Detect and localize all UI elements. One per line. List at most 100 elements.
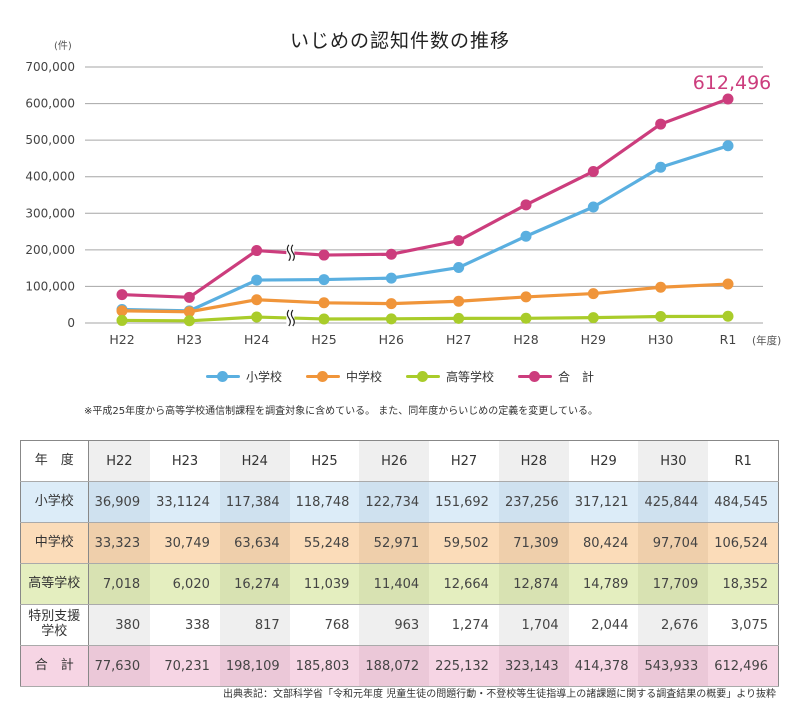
table-row: 中学校 33,323 30,749 63,634 55,248 52,971 59,502 7… xyxy=(20,522,779,564)
data-point xyxy=(385,298,397,310)
table-cell: 151,692 xyxy=(429,481,499,523)
axis-break-markers xyxy=(286,243,295,328)
data-point xyxy=(385,313,397,325)
data-point xyxy=(251,311,263,323)
table-column-header: H25 xyxy=(289,440,360,482)
series-line xyxy=(121,144,729,313)
table-row: 特別支援 学校 380 338 817 768 963 1,274 1,704 2,044 2,67… xyxy=(20,604,779,646)
table-column-header: H22 xyxy=(88,440,151,482)
table-cell: 1,274 xyxy=(429,604,499,646)
gridlines xyxy=(85,66,763,324)
data-point xyxy=(722,93,734,105)
x-axis-ticks: H22 H23 H24 H25 H26 H27 H28 H29 H30 R1 (年度) xyxy=(109,332,781,347)
data-point xyxy=(116,314,128,326)
table-column-header: H23 xyxy=(150,440,220,482)
legend-line-marker-icon xyxy=(518,371,553,382)
table-cell: 2,676 xyxy=(638,604,709,646)
axis-break-tilde-icon xyxy=(290,244,295,262)
table-cell: 55,248 xyxy=(289,522,360,564)
y-tick-label: 200,000 xyxy=(25,243,75,257)
x-tick-label: H24 xyxy=(244,332,269,347)
data-point xyxy=(587,201,599,213)
data-point xyxy=(318,313,330,325)
data-point xyxy=(655,161,667,173)
table-cell: 52,971 xyxy=(359,522,430,564)
table-cell: 323,143 xyxy=(498,645,569,687)
table-cell: 1,704 xyxy=(498,604,569,646)
legend-label: 中学校 xyxy=(345,370,382,384)
table-cell: 198,109 xyxy=(219,645,290,687)
legend-item: 小学校 xyxy=(205,368,282,385)
table-cell: 11,404 xyxy=(359,563,430,605)
legend-label: 小学校 xyxy=(245,370,282,384)
table-cell: 63,634 xyxy=(219,522,290,564)
table-cell: 484,545 xyxy=(708,481,779,523)
table-row: 小学校 36,909 33,1124 117,384 118,748 122,734 151… xyxy=(20,481,779,523)
source-citation: 出典表記：文部科学省「令和元年度 児童生徒の問題行動・不登校等生徒指導上の諸課題… xyxy=(223,689,776,700)
series-lines xyxy=(116,93,734,327)
data-point xyxy=(722,140,734,152)
data-point xyxy=(655,311,667,323)
chart-title: いじめの認知件数の推移 xyxy=(289,30,510,52)
table-cell: 185,803 xyxy=(289,645,360,687)
axis-break-gap xyxy=(286,309,295,328)
table-cell: 70,231 xyxy=(150,645,220,687)
data-point xyxy=(385,272,397,284)
table-column-header: H30 xyxy=(638,440,709,482)
table-cell: 14,789 xyxy=(568,563,639,605)
data-point xyxy=(722,278,734,290)
data-point xyxy=(318,249,330,261)
table-cell: 12,874 xyxy=(498,563,569,605)
legend-line-marker-icon xyxy=(205,371,240,382)
table-cell: 237,256 xyxy=(498,481,569,523)
series-line xyxy=(121,314,729,323)
axis-break-tilde-icon xyxy=(290,309,295,327)
y-tick-label: 400,000 xyxy=(25,170,75,184)
data-point xyxy=(453,312,465,324)
axis-break-tilde-icon xyxy=(286,244,291,262)
data-table: 年 度 H22 H23 H24 H25 H26 H27 H28 H29 H30 R1 小学校 36,9… xyxy=(20,440,779,687)
table-cell: 18,352 xyxy=(708,563,779,605)
legend-item: 中学校 xyxy=(305,368,382,385)
table-cell: 963 xyxy=(359,604,430,646)
table-column-header: R1 xyxy=(708,440,779,482)
y-tick-label: 0 xyxy=(67,316,75,330)
table-cell: 33,323 xyxy=(88,522,151,564)
table-cell: 380 xyxy=(88,604,151,646)
y-axis-ticks: 0 100,000 200,000 300,000 400,000 500,000 600,… xyxy=(25,60,75,330)
table-cell: 6,020 xyxy=(150,563,220,605)
data-point xyxy=(587,165,599,177)
y-tick-label: 700,000 xyxy=(25,60,75,74)
data-point xyxy=(183,291,195,303)
table-cell: 768 xyxy=(289,604,360,646)
legend-line-marker-icon xyxy=(406,371,440,382)
table-cell: 117,384 xyxy=(219,481,290,523)
y-tick-label: 100,000 xyxy=(25,279,75,293)
legend: 小学校 中学校 高等学校 合 計 xyxy=(0,368,800,385)
table-row-label: 特別支援 学校 xyxy=(20,604,89,646)
table-cell: 612,496 xyxy=(708,645,779,687)
data-point xyxy=(318,274,330,286)
x-tick-label: R1 xyxy=(720,332,737,347)
table-cell: 59,502 xyxy=(429,522,499,564)
x-tick-label: H25 xyxy=(311,332,336,347)
table-cell: 817 xyxy=(219,604,290,646)
data-point xyxy=(251,274,263,286)
table-cell: 97,704 xyxy=(638,522,709,564)
annotations: 612,496 xyxy=(693,72,772,94)
series-line xyxy=(121,282,729,314)
table-cell: 17,709 xyxy=(638,563,709,605)
table-cell: 425,844 xyxy=(638,481,709,523)
table-cell: 317,121 xyxy=(568,481,639,523)
data-point xyxy=(453,295,465,307)
y-tick-label: 600,000 xyxy=(25,97,75,111)
x-tick-label: H28 xyxy=(513,332,538,347)
data-point xyxy=(183,306,195,318)
x-tick-label: H22 xyxy=(109,332,134,347)
data-point xyxy=(318,297,330,309)
table-cell: 338 xyxy=(150,604,220,646)
table-cell: 33,1124 xyxy=(150,481,220,523)
data-point xyxy=(722,310,734,322)
data-point xyxy=(520,230,532,242)
legend-label: 合 計 xyxy=(558,370,595,384)
